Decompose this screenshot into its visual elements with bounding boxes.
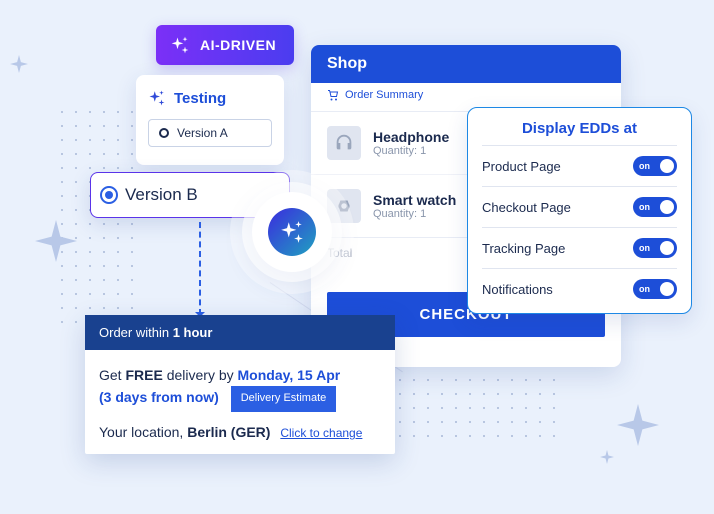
delivery-estimate-badge: Delivery Estimate xyxy=(231,386,337,412)
edd-panel: Display EDDs at Product Page on Checkout… xyxy=(467,107,692,314)
edd-row-label: Notifications xyxy=(482,282,553,297)
edd-title: Display EDDs at xyxy=(482,120,677,137)
testing-title: Testing xyxy=(148,89,272,107)
version-b-label: Version B xyxy=(125,185,198,205)
testing-title-text: Testing xyxy=(174,90,226,107)
toggle-state: on xyxy=(639,284,650,294)
toggle-state: on xyxy=(639,161,650,171)
sparkle-icon xyxy=(10,55,28,73)
item-qty: Quantity: 1 xyxy=(373,208,456,220)
shop-header: Shop xyxy=(311,45,621,83)
toggle-state: on xyxy=(639,243,650,253)
ai-badge-label: AI-DRIVEN xyxy=(200,37,276,53)
delivery-header-bold: 1 hour xyxy=(173,325,213,340)
ai-driven-badge: AI-DRIVEN xyxy=(156,25,294,65)
testing-panel: Testing Version A xyxy=(136,75,284,165)
edd-row-notifications: Notifications on xyxy=(482,268,677,309)
edd-row-label: Product Page xyxy=(482,159,561,174)
delivery-estimate-card: Order within 1 hour Get FREE delivery by… xyxy=(85,315,395,454)
smartwatch-icon xyxy=(327,189,361,223)
toggle-notifications[interactable]: on xyxy=(633,279,677,299)
decorative-dots-bottom xyxy=(365,359,565,449)
item-qty: Quantity: 1 xyxy=(373,145,449,157)
edd-row-label: Tracking Page xyxy=(482,241,565,256)
toggle-tracking-page[interactable]: on xyxy=(633,238,677,258)
sparkle-icon xyxy=(170,35,190,55)
ai-orb xyxy=(252,192,332,272)
sparkle-icon xyxy=(35,220,77,262)
total-label: Total xyxy=(327,246,352,260)
sparkle-icon xyxy=(617,404,659,446)
sparkle-icon xyxy=(148,89,166,107)
toggle-state: on xyxy=(639,202,650,212)
delivery-header-pre: Order within xyxy=(99,325,173,340)
edd-row-checkout-page: Checkout Page on xyxy=(482,186,677,227)
item-name: Smart watch xyxy=(373,192,456,208)
sparkle-icon xyxy=(279,219,305,245)
toggle-product-page[interactable]: on xyxy=(633,156,677,176)
radio-filled-icon xyxy=(105,191,113,199)
edd-row-label: Checkout Page xyxy=(482,200,571,215)
order-summary-label: Order Summary xyxy=(345,89,423,101)
toggle-checkout-page[interactable]: on xyxy=(633,197,677,217)
version-a-label: Version A xyxy=(177,126,228,140)
delivery-header: Order within 1 hour xyxy=(85,315,395,350)
edd-row-product-page: Product Page on xyxy=(482,145,677,186)
change-location-link[interactable]: Click to change xyxy=(280,426,362,440)
location-line: Your location, Berlin (GER) Click to cha… xyxy=(99,424,381,440)
sparkle-icon xyxy=(600,450,614,464)
headphone-icon xyxy=(327,126,361,160)
edd-row-tracking-page: Tracking Page on xyxy=(482,227,677,268)
radio-empty-icon xyxy=(159,128,169,138)
cart-icon xyxy=(327,89,339,101)
connector-arrow xyxy=(199,222,201,315)
item-name: Headphone xyxy=(373,129,449,145)
location-value: Berlin (GER) xyxy=(187,424,270,440)
version-a-option[interactable]: Version A xyxy=(148,119,272,147)
delivery-main-line: Get FREE delivery by Monday, 15 Apr (3 d… xyxy=(99,364,381,412)
